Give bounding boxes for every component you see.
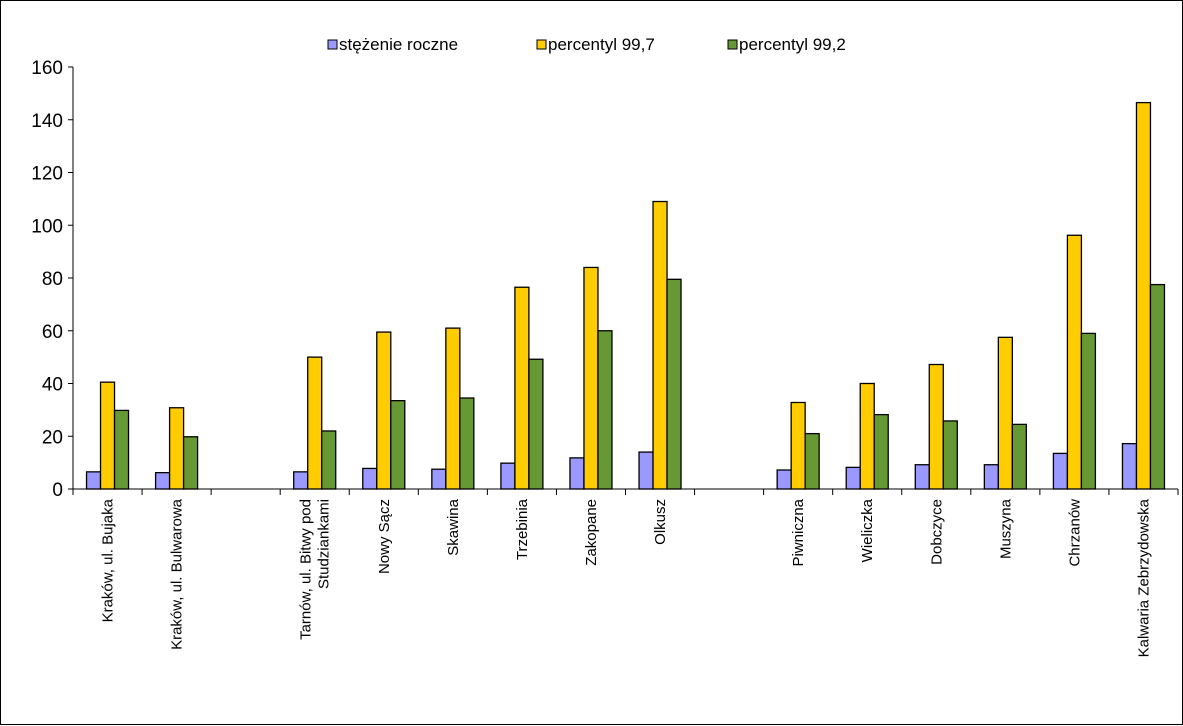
- x-category-label: Dobczyce: [928, 499, 945, 565]
- bars: [85, 101, 1166, 490]
- bar-1-2: [154, 471, 171, 490]
- bar-2-5: [376, 331, 392, 490]
- y-tick-label: 0: [52, 480, 63, 501]
- bar-2-2: [168, 407, 185, 490]
- y-tick-label: 60: [42, 322, 63, 343]
- legend-label: stężenie roczne: [339, 35, 458, 54]
- bar-2-7: [514, 286, 530, 490]
- bar-3-12: [873, 413, 889, 490]
- y-tick-label: 80: [42, 269, 63, 290]
- bar-1-5: [362, 467, 378, 490]
- bar-2-12: [859, 382, 875, 490]
- bar-2-8: [583, 266, 599, 490]
- bar-3-1: [113, 409, 130, 490]
- legend-label: percentyl 99,2: [739, 35, 846, 54]
- legend-swatch: [727, 39, 738, 50]
- x-category-label: Kraków, ul. Bulwarowa: [169, 498, 186, 650]
- bar-1-16: [1121, 442, 1138, 490]
- bar-3-14: [1011, 423, 1027, 490]
- x-category-label: Kalwaria Zebrzydowska: [1135, 498, 1152, 657]
- y-tick-label: 20: [42, 427, 63, 448]
- x-category-label: Skawina: [445, 498, 462, 555]
- y-tick-label: 120: [31, 164, 63, 185]
- y-axis: 0 20 40 60 80 100 120 140 160: [31, 58, 74, 501]
- x-category-label: Nowy Sącz: [376, 499, 393, 574]
- y-tick-label: 140: [31, 111, 63, 132]
- legend-swatch: [536, 39, 547, 50]
- x-category-label: Tarnów, ul. Bitwy pod: [298, 499, 315, 640]
- bar-2-4: [307, 356, 323, 490]
- x-category-label: Zakopane: [583, 499, 600, 566]
- bar-1-4: [293, 471, 309, 490]
- legend-swatch: [327, 39, 338, 50]
- x-category-label: Studziankami: [316, 499, 333, 589]
- bar-3-8: [597, 330, 613, 490]
- y-tick-label: 40: [42, 375, 63, 396]
- x-category-label: Olkusz: [652, 499, 669, 545]
- bar-1-1: [85, 471, 102, 490]
- bar-3-13: [942, 420, 958, 490]
- bar-1-15: [1052, 452, 1069, 490]
- x-category-label: Wieliczka: [859, 498, 876, 562]
- bar-2-14: [997, 336, 1013, 490]
- x-category-label: Kraków, ul. Bujaka: [100, 498, 117, 622]
- bar-3-16: [1149, 283, 1166, 490]
- bar-1-8: [569, 457, 585, 490]
- bar-3-7: [528, 358, 544, 490]
- x-category-label: Muszyna: [997, 498, 1014, 559]
- bar-2-6: [445, 327, 461, 490]
- bar-3-5: [390, 399, 406, 490]
- bar-2-11: [790, 401, 806, 490]
- bar-3-9: [666, 278, 682, 490]
- legend-label: percentyl 99,7: [548, 35, 655, 54]
- x-category-label: Trzebinia: [514, 498, 531, 560]
- bar-2-16: [1135, 101, 1152, 490]
- bar-1-13: [914, 464, 930, 490]
- bar-3-2: [182, 436, 199, 490]
- bar-1-9: [638, 451, 654, 490]
- y-tick-label: 160: [31, 58, 63, 79]
- bar-1-11: [776, 469, 792, 490]
- bar-3-4: [321, 430, 337, 490]
- x-category-label: Chrzanów: [1066, 499, 1083, 567]
- bar-2-9: [652, 200, 668, 490]
- bar-1-14: [983, 464, 999, 490]
- bar-3-11: [804, 432, 820, 490]
- x-category-label: Piwniczna: [790, 498, 807, 566]
- bar-3-6: [459, 397, 475, 490]
- x-axis: Kraków, ul. Bujaka Kraków, ul. Bulwarowa T…: [72, 488, 1179, 657]
- bar-3-15: [1080, 332, 1097, 490]
- bar-2-15: [1066, 234, 1083, 490]
- legend: stężenie roczne percentyl 99,7 percentyl 9…: [327, 35, 846, 54]
- y-tick-label: 100: [31, 216, 63, 237]
- bar-2-1: [99, 381, 116, 490]
- bar-2-13: [928, 363, 944, 490]
- bar-1-6: [431, 468, 447, 490]
- bar-1-12: [845, 466, 861, 490]
- bar-1-7: [500, 462, 516, 490]
